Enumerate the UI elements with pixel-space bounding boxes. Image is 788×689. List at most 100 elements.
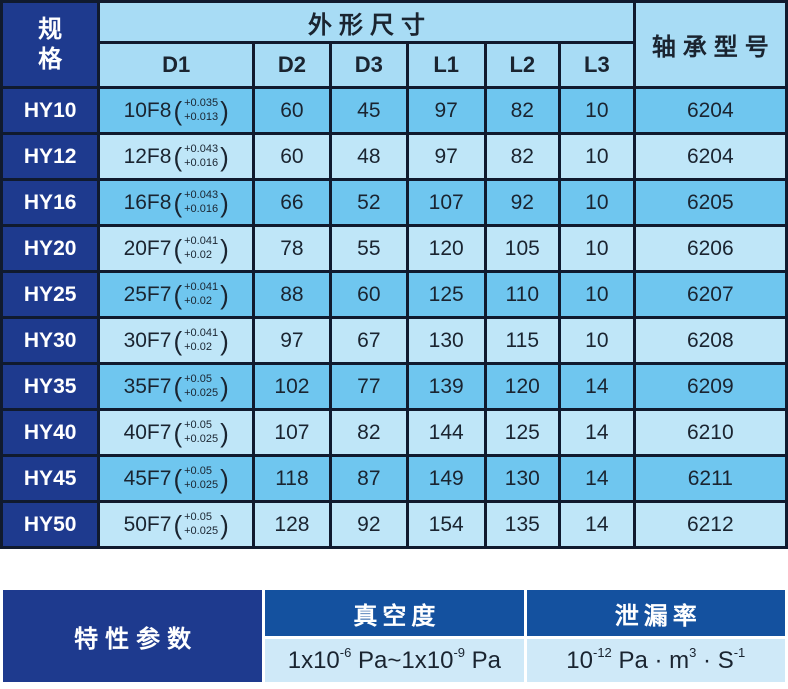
d1-base-size: 20F7	[123, 236, 172, 260]
table-body: HY10 10F8 ( +0.035 +0.013 ) 60 45 97 8	[0, 86, 788, 549]
d3-cell: 77	[328, 362, 409, 411]
d1-cell: 50F7 ( +0.05 +0.025 )	[97, 500, 255, 549]
tolerance-stack: +0.043 +0.016	[184, 143, 218, 169]
tolerance-upper: +0.035	[184, 97, 219, 110]
tolerance-open-paren: (	[173, 233, 183, 264]
l1-cell: 120	[405, 224, 487, 273]
vacuum-base-1: 1x10	[287, 646, 340, 674]
bearing-model-cell: 6205	[632, 178, 788, 227]
header-row-group: 规 格 外形尺寸 轴承型号	[0, 0, 788, 89]
l1-cell: 107	[405, 178, 487, 227]
params-header-row: 特性参数 真空度 泄漏率	[0, 587, 788, 685]
bearing-model-cell: 6211	[632, 454, 788, 503]
l3-cell: 14	[558, 408, 636, 457]
d1-cell: 40F7 ( +0.05 +0.025 )	[97, 408, 255, 457]
tolerance-upper: +0.05	[184, 511, 212, 524]
leakage-exponent-2: 3	[689, 644, 697, 660]
d1-cell: 20F7 ( +0.041 +0.02 )	[97, 224, 255, 273]
table-row: HY20 20F7 ( +0.041 +0.02 ) 78 55 120 1	[0, 224, 788, 273]
tolerance-open-paren: (	[173, 279, 183, 310]
d1-value: 10F8 ( +0.035 +0.013 )	[124, 97, 229, 123]
leakage-rate-header: 泄漏率	[523, 587, 788, 639]
d1-base-size: 45F7	[123, 466, 172, 490]
d1-value: 50F7 ( +0.05 +0.025 )	[124, 511, 229, 537]
spec-cell: HY25	[0, 270, 101, 319]
tolerance-stack: +0.05 +0.025	[184, 419, 218, 445]
tolerance-upper: +0.043	[184, 189, 219, 202]
d1-value: 20F7 ( +0.041 +0.02 )	[124, 235, 229, 261]
d1-value: 45F7 ( +0.05 +0.025 )	[124, 465, 229, 491]
l3-cell: 10	[558, 178, 636, 227]
table-row: HY30 30F7 ( +0.041 +0.02 ) 97 67 130 1	[0, 316, 788, 365]
d3-cell: 48	[328, 132, 409, 181]
params-title: 特性参数	[0, 587, 266, 685]
l1-cell: 130	[405, 316, 487, 365]
table-row: HY12 12F8 ( +0.043 +0.016 ) 60 48 97 8	[0, 132, 788, 181]
tolerance-open-paren: (	[173, 417, 183, 448]
l3-cell: 10	[558, 316, 636, 365]
d1-cell: 12F8 ( +0.043 +0.016 )	[97, 132, 255, 181]
tolerance-stack: +0.05 +0.025	[184, 465, 218, 491]
bearing-model-cell: 6207	[632, 270, 788, 319]
tolerance-lower: +0.02	[184, 340, 212, 353]
l3-cell: 10	[558, 224, 636, 273]
bearing-model-cell: 6209	[632, 362, 788, 411]
d2-cell: 128	[251, 500, 332, 549]
col-header-l1: L1	[405, 41, 487, 89]
d1-cell: 45F7 ( +0.05 +0.025 )	[97, 454, 255, 503]
table-row: HY25 25F7 ( +0.041 +0.02 ) 88 60 125 1	[0, 270, 788, 319]
tolerance-upper: +0.05	[184, 465, 212, 478]
l3-cell: 10	[558, 86, 636, 135]
dims-group-header: 外形尺寸	[97, 0, 636, 44]
l2-cell: 130	[483, 454, 562, 503]
tolerance-stack: +0.041 +0.02	[184, 327, 218, 353]
tolerance-stack: +0.043 +0.016	[184, 189, 218, 215]
l2-cell: 92	[483, 178, 562, 227]
header-row-dims: D1 D2 D3 L1 L2 L3	[2, 41, 787, 89]
tolerance-lower: +0.025	[184, 386, 219, 399]
tolerance-lower: +0.016	[184, 202, 219, 215]
parameters-table: 特性参数 真空度 泄漏率 1x10-6 Pa~1x10-9 Pa 10-12 P…	[0, 587, 788, 685]
d1-base-size: 40F7	[123, 420, 172, 444]
tolerance-lower: +0.025	[184, 432, 219, 445]
d2-cell: 60	[251, 132, 332, 181]
bearing-model-cell: 6212	[632, 500, 788, 549]
vacuum-base-2: Pa~1x10	[351, 646, 454, 674]
spec-header-line-1: 规 格	[38, 15, 63, 73]
tolerance-close-paren: )	[220, 187, 229, 218]
l1-cell: 97	[405, 132, 487, 181]
d1-base-size: 10F8	[123, 98, 172, 122]
d3-cell: 52	[328, 178, 409, 227]
l3-cell: 14	[558, 500, 636, 549]
col-header-l2: L2	[483, 41, 562, 89]
tolerance-stack: +0.05 +0.025	[184, 511, 218, 537]
tolerance-close-paren: )	[220, 509, 229, 540]
l2-cell: 105	[483, 224, 562, 273]
d3-cell: 92	[328, 500, 409, 549]
d1-base-size: 25F7	[123, 282, 172, 306]
bearing-model-cell: 6206	[632, 224, 788, 273]
tolerance-stack: +0.041 +0.02	[184, 281, 218, 307]
tolerance-upper: +0.041	[184, 281, 219, 294]
spec-cell: HY35	[0, 362, 101, 411]
tolerance-close-paren: )	[220, 371, 229, 402]
tolerance-lower: +0.016	[184, 156, 219, 169]
d3-cell: 82	[328, 408, 409, 457]
tolerance-open-paren: (	[173, 371, 183, 402]
spec-cell: HY12	[0, 132, 101, 181]
tolerance-lower: +0.02	[184, 294, 212, 307]
l2-cell: 120	[483, 362, 562, 411]
spec-header: 规 格	[0, 0, 101, 89]
leakage-base-2: Pa · m	[611, 646, 690, 674]
tolerance-open-paren: (	[173, 95, 183, 126]
spec-cell: HY30	[0, 316, 101, 365]
tolerance-close-paren: )	[220, 463, 229, 494]
l3-cell: 10	[558, 132, 636, 181]
leakage-base-3: · S	[696, 646, 734, 674]
d1-value: 25F7 ( +0.041 +0.02 )	[124, 281, 229, 307]
bearing-model-header: 轴承型号	[632, 0, 788, 89]
vacuum-base-3: Pa	[465, 646, 502, 674]
tolerance-stack: +0.041 +0.02	[184, 235, 218, 261]
vacuum-exponent-1: -6	[339, 644, 352, 660]
